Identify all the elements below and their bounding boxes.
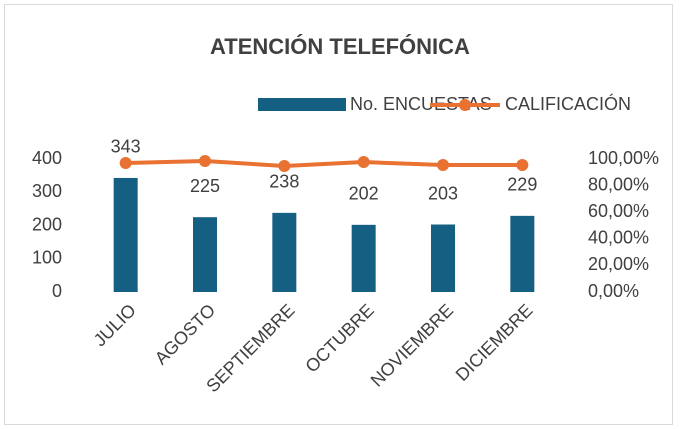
y2-tick-label: 80,00% [588, 174, 649, 194]
legend-label: No. ENCUESTAS [350, 94, 492, 114]
bar [351, 224, 376, 292]
line [125, 158, 523, 169]
line-marker [278, 160, 291, 173]
line-marker [119, 156, 132, 169]
chart-border [4, 4, 673, 425]
legend-label: CALIFICACIÓN [505, 93, 631, 114]
y2-tick-label: 40,00% [588, 228, 649, 248]
data-label: 203 [428, 183, 458, 203]
bar [272, 212, 297, 292]
data-label: 229 [507, 175, 537, 195]
bar [113, 177, 138, 292]
y-tick-label: 200 [32, 214, 62, 234]
line-marker [516, 158, 529, 171]
legend-marker [459, 99, 471, 111]
bar [431, 224, 455, 292]
data-label: 225 [190, 176, 220, 196]
data-label: 202 [349, 184, 379, 204]
bar [510, 215, 535, 292]
data-label: 343 [111, 137, 141, 157]
bar [193, 217, 217, 292]
y-tick-label: 100 [32, 248, 62, 268]
y-tick-label: 300 [32, 181, 62, 201]
line-marker [199, 154, 211, 167]
y-tick-label: 400 [32, 148, 62, 168]
y2-tick-label: 20,00% [588, 254, 649, 274]
line-marker [437, 158, 449, 171]
data-label: 238 [269, 172, 299, 192]
line-marker [357, 156, 370, 169]
y2-tick-label: 100,00% [588, 148, 659, 168]
y2-tick-label: 0,00% [588, 281, 639, 301]
y2-tick-label: 60,00% [588, 201, 649, 221]
y-tick-label: 0 [52, 281, 62, 301]
legend-swatch [258, 98, 346, 111]
chart-title: ATENCIÓN TELEFÓNICA [210, 34, 470, 59]
